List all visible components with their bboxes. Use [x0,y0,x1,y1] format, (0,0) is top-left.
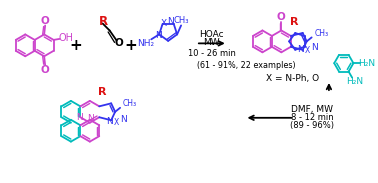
Text: O: O [277,12,286,22]
Text: N: N [167,17,174,26]
Text: NH₂: NH₂ [137,39,154,48]
Text: OH: OH [58,33,73,43]
Text: H₂N: H₂N [358,59,375,68]
Text: N: N [155,31,161,40]
Text: X: X [161,19,167,28]
Text: N: N [87,114,94,123]
Text: O: O [41,16,50,26]
Text: N: N [297,45,304,54]
Text: +: + [70,38,82,53]
Text: 10 - 26 min: 10 - 26 min [188,49,236,58]
Text: H₂N: H₂N [347,77,364,86]
Text: N: N [76,113,83,122]
Text: +: + [124,38,137,53]
Text: N: N [106,117,113,126]
Text: DMF, MW: DMF, MW [291,105,333,114]
Text: R: R [290,17,298,27]
Text: O: O [41,65,50,75]
Text: (89 - 96%): (89 - 96%) [290,121,334,130]
Text: O: O [114,38,123,48]
Text: R: R [99,15,108,28]
Text: X: X [305,46,310,55]
Text: CH₃: CH₃ [174,16,189,25]
Text: 8 - 12 min: 8 - 12 min [291,113,333,122]
Text: (61 - 91%, 22 examples): (61 - 91%, 22 examples) [197,61,296,70]
Text: N: N [311,43,318,52]
Text: X = N-Ph, O: X = N-Ph, O [266,74,319,83]
Text: R: R [98,87,107,97]
Text: MW: MW [203,38,220,47]
Text: HOAc: HOAc [200,30,224,39]
Text: N: N [120,115,127,124]
Text: CH₃: CH₃ [123,99,137,108]
Text: CH₃: CH₃ [314,29,329,38]
Text: X: X [113,118,119,127]
